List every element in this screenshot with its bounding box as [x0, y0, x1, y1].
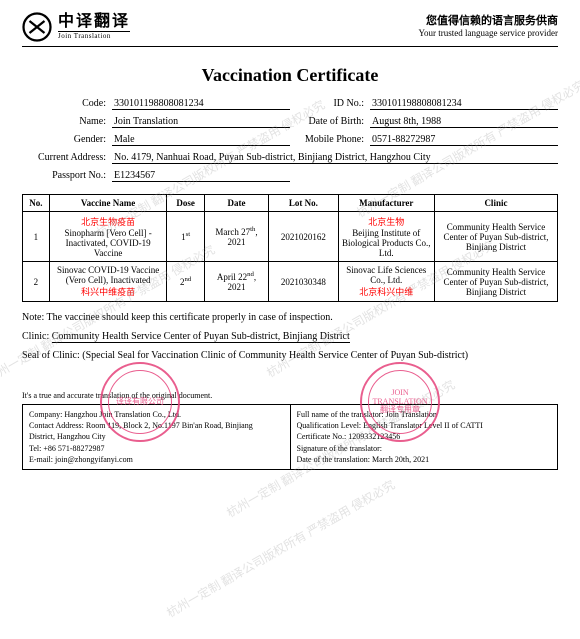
name-label: Name:: [22, 116, 112, 128]
address-label: Current Address:: [22, 152, 112, 164]
logo-icon: [22, 12, 52, 42]
certificate-page: 杭州一定制 翻译公司版权所有 严禁盗用 侵权必究 杭州一定制 翻译公司版权所有 …: [0, 0, 580, 482]
footer-sig: Signature of the translator:: [297, 443, 552, 454]
table-cell: Sinovac COVID-19 Vaccine (Vero Cell), In…: [49, 262, 167, 302]
table-cell: 北京生物Beijing Institute of Biological Prod…: [338, 212, 434, 262]
footer-right: Full name of the translator: Join Transl…: [291, 405, 558, 469]
table-cell: Community Health Service Center of Puyan…: [434, 212, 557, 262]
footer-certno: Certificate No.: 1209332123456: [297, 431, 552, 442]
header: 中译翻译 Join Translation 您值得信赖的语言服务供商 Your …: [22, 12, 558, 47]
footer-box: Company: Hangzhou Join Translation Co., …: [22, 404, 558, 470]
address-value: No. 4179, Nanhuai Road, Puyan Sub-distri…: [112, 152, 558, 164]
footer-tel: Tel: +86 571-88272987: [29, 443, 284, 454]
table-cell: Sinovac Life Sciences Co., Ltd.北京科兴中维: [338, 262, 434, 302]
dob-value: August 8th, 1988: [370, 116, 558, 128]
red-annotation: 北京生物: [341, 215, 432, 228]
footer-qualification: Qualification Level: English Translator …: [297, 420, 552, 431]
table-cell: 2021030348: [269, 262, 339, 302]
footer-translator: Full name of the translator: Join Transl…: [297, 409, 552, 420]
name-value: Join Translation: [112, 116, 290, 128]
mobile-label: Mobile Phone:: [290, 134, 370, 146]
code-value: 330101198808081234: [112, 98, 290, 110]
note-text: Note: The vaccinee should keep this cert…: [22, 312, 558, 323]
th-no: No.: [23, 195, 50, 212]
table-cell: 北京生物疫苗Sinopharm [Vero Cell] - Inactivate…: [49, 212, 167, 262]
table-cell: March 27th, 2021: [204, 212, 268, 262]
footer-date: Date of the translation: March 20th, 202…: [297, 454, 552, 465]
table-cell: 2nd: [167, 262, 204, 302]
footer-company: Company: Hangzhou Join Translation Co., …: [29, 409, 284, 420]
table-cell: 1: [23, 212, 50, 262]
table-header-row: No. Vaccine Name Dose Date Lot No. Manuf…: [23, 195, 558, 212]
th-mfr: Manufacturer: [338, 195, 434, 212]
table-row: 1北京生物疫苗Sinopharm [Vero Cell] - Inactivat…: [23, 212, 558, 262]
clinic-label: Clinic:: [22, 331, 52, 342]
dob-label: Date of Birth:: [290, 116, 370, 128]
passport-label: Passport No.:: [22, 170, 112, 182]
red-annotation: 北京生物疫苗: [52, 215, 165, 228]
footer-left: Company: Hangzhou Join Translation Co., …: [23, 405, 291, 469]
code-label: Code:: [22, 98, 112, 110]
clinic-value: Community Health Service Center of Puyan…: [52, 331, 350, 343]
red-annotation: 北京科兴中维: [341, 285, 432, 298]
table-cell: 2: [23, 262, 50, 302]
footer-email: E-mail: join@zhongyifanyi.com: [29, 454, 284, 465]
seal-line: Seal of Clinic: (Special Seal for Vaccin…: [22, 350, 558, 361]
th-name: Vaccine Name: [49, 195, 167, 212]
vaccination-table: No. Vaccine Name Dose Date Lot No. Manuf…: [22, 194, 558, 302]
logo-en-text: Join Translation: [58, 31, 130, 40]
table-cell: 1st: [167, 212, 204, 262]
footer-address2: District, Hangzhou City: [29, 431, 284, 442]
logo-cn-text: 中译翻译: [58, 14, 130, 30]
slogan-en: Your trusted language service provider: [418, 28, 558, 39]
red-annotation: 科兴中维疫苗: [52, 285, 165, 298]
table-cell: Community Health Service Center of Puyan…: [434, 262, 557, 302]
logo-block: 中译翻译 Join Translation: [22, 12, 130, 42]
id-label: ID No.:: [290, 98, 370, 110]
th-clinic: Clinic: [434, 195, 557, 212]
mobile-value: 0571-88272987: [370, 134, 558, 146]
th-dose: Dose: [167, 195, 204, 212]
certificate-title: Vaccination Certificate: [22, 65, 558, 86]
id-value: 330101198808081234: [370, 98, 558, 110]
gender-label: Gender:: [22, 134, 112, 146]
th-date: Date: [204, 195, 268, 212]
gender-value: Male: [112, 134, 290, 146]
passport-value: E1234567: [112, 170, 290, 182]
slogan-cn: 您值得信赖的语言服务供商: [418, 15, 558, 28]
info-section: Code:330101198808081234 ID No.:330101198…: [22, 98, 558, 182]
table-row: 2Sinovac COVID-19 Vaccine (Vero Cell), I…: [23, 262, 558, 302]
th-lot: Lot No.: [269, 195, 339, 212]
accurate-text: It's a true and accurate translation of …: [22, 391, 558, 400]
clinic-line: Clinic: Community Health Service Center …: [22, 331, 558, 342]
table-cell: April 22nd, 2021: [204, 262, 268, 302]
table-cell: 2021020162: [269, 212, 339, 262]
watermark: 杭州一定制 翻译公司版权所有 严禁盗用 侵权必究: [163, 476, 398, 621]
footer-address1: Contact Address: Room 119, Block 2, No.1…: [29, 420, 284, 431]
slogan: 您值得信赖的语言服务供商 Your trusted language servi…: [418, 15, 558, 39]
